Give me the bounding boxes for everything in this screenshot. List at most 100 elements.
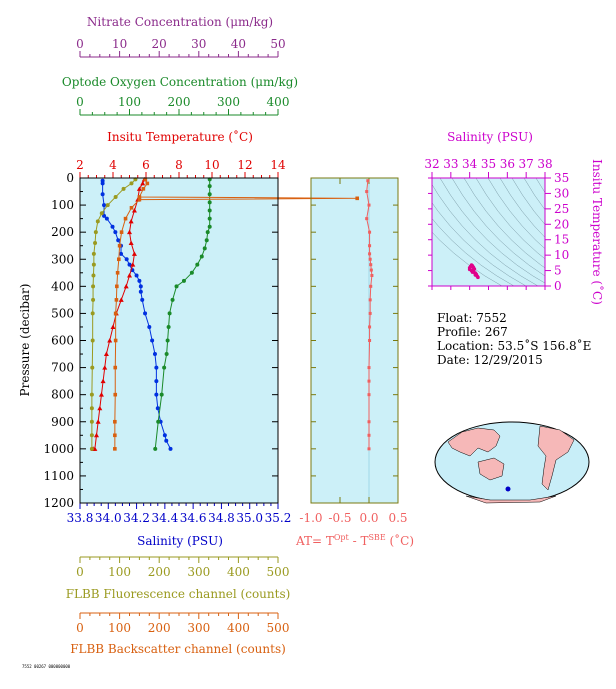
sal-point [143, 311, 148, 316]
ts-x-tick-label: 36 [500, 157, 515, 171]
delta-t-point [367, 447, 371, 451]
profile-panel-bg [80, 178, 278, 503]
oxygen-point [162, 365, 167, 370]
temp-tick-label: 4 [109, 158, 117, 172]
temp-point [127, 273, 132, 278]
fl-point [121, 186, 126, 191]
delta-t-tick-label: 0.0 [359, 511, 378, 525]
footnote: 7552 00267 000000000 [22, 664, 71, 669]
nitrate-tick-label: 50 [270, 37, 285, 51]
fl-point [91, 273, 96, 278]
ts-panel-bg [432, 178, 545, 286]
map-landmass-americas [537, 425, 575, 491]
ts-ylabel: Insitu Temperature (˚C) [590, 159, 605, 305]
ts-y-tick-label: 35 [554, 171, 569, 185]
delta-t-point [368, 325, 372, 329]
fl-point [99, 211, 104, 216]
ts-density-contours [432, 178, 545, 286]
pressure-tick-label: 200 [51, 225, 74, 239]
sal-tick-label: 34.6 [180, 511, 207, 525]
fl-point [89, 419, 94, 424]
ts-isopycnal [432, 202, 527, 286]
bb-tick-label: 0 [76, 621, 84, 635]
sal-tick-label: 33.8 [67, 511, 94, 525]
temp-point [128, 240, 134, 245]
temp-point [100, 378, 106, 384]
delta-t-point [369, 268, 373, 272]
sal-point [127, 262, 132, 267]
oxygen-point [195, 262, 200, 267]
temp-point [127, 229, 132, 235]
oxygen-point [164, 352, 169, 357]
bb-point [119, 230, 124, 234]
oxygen-point [165, 338, 170, 343]
pressure-tick-label: 300 [51, 252, 74, 266]
sal-point [104, 216, 109, 221]
sal-point [137, 278, 142, 283]
oxygen-point [167, 311, 172, 316]
oxygen-point [207, 224, 212, 229]
sal-point [110, 224, 115, 229]
oxygen-point [156, 419, 161, 424]
oxygen-point [207, 184, 212, 189]
oxygen-point [174, 284, 179, 289]
temp-point [94, 432, 99, 438]
delta-t-point [366, 179, 370, 183]
bb-point [145, 181, 150, 186]
fl-point [91, 284, 96, 289]
ts-isopycnal [499, 178, 545, 238]
salinity-axis-title: Salinity (PSU) [137, 534, 223, 548]
temp-point [128, 218, 134, 224]
sal-point [168, 446, 173, 451]
temp-point [131, 251, 137, 256]
pressure-tick-label: 1000 [43, 442, 74, 456]
pressure-tick-label: 500 [51, 306, 74, 320]
ts-x-tick-label: 35 [481, 157, 496, 171]
delta-t-point [369, 263, 373, 267]
delta-t-point [367, 203, 371, 207]
delta-t-tick-label: -0.5 [328, 511, 351, 525]
delta-t-tick-label: -1.0 [299, 511, 322, 525]
nitrate-tick-label: 20 [152, 37, 167, 51]
delta-t-point [368, 244, 372, 248]
fl-tick-label: 0 [76, 565, 84, 579]
fl-point [90, 365, 95, 370]
ts-y-tick-label: 10 [554, 248, 569, 262]
delta-t-point [367, 366, 371, 370]
ts-isopycnal [439, 178, 545, 284]
backscatter-axis-title: FLBB Backscatter channel (counts) [70, 642, 286, 656]
pressure-tick-label: 0 [66, 171, 74, 185]
bb-point [117, 243, 122, 248]
ts-y-tick-label: 15 [554, 233, 569, 247]
bb-point [137, 197, 142, 202]
sal-point [119, 251, 124, 256]
fluorescence-axis-title: FLBB Fluorescence channel (counts) [66, 587, 291, 601]
oxygen-point [153, 446, 158, 451]
ts-y-tick-label: 20 [554, 217, 569, 231]
sal-tick-label: 34.4 [151, 511, 178, 525]
fl-point [91, 251, 96, 256]
oxygen-point [207, 200, 212, 205]
fl-point [91, 262, 96, 267]
temp-point [131, 208, 137, 213]
sal-point [140, 297, 145, 302]
fl-point [90, 338, 95, 343]
temp-point [98, 392, 104, 397]
fl-point [91, 297, 96, 302]
sal-point [100, 192, 105, 197]
oxygen-tick-label: 0 [76, 95, 84, 109]
oxygen-tick-label: 300 [217, 95, 240, 109]
bb-point [114, 298, 119, 302]
pressure-tick-label: 1100 [43, 469, 74, 483]
pressure-tick-label: 700 [51, 361, 74, 375]
temp-point [110, 324, 116, 329]
fl-point [113, 194, 118, 199]
bb-tick-label: 300 [187, 621, 210, 635]
fl-point [95, 219, 100, 224]
fl-point [93, 241, 98, 245]
ts-y-tick-label: 25 [554, 202, 569, 216]
delta-t-point [368, 230, 372, 234]
delta-t-point [368, 252, 372, 256]
delta-t-point [370, 274, 374, 277]
